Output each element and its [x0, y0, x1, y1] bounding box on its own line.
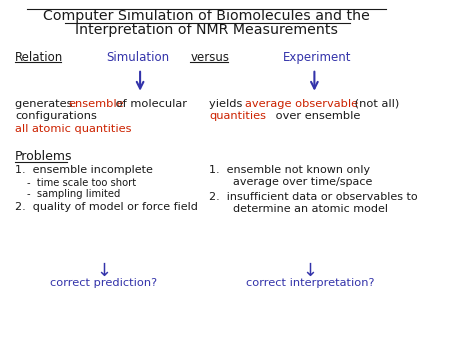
Text: Problems: Problems [15, 150, 72, 163]
Text: ensemble: ensemble [68, 99, 124, 108]
Text: correct interpretation?: correct interpretation? [246, 278, 374, 288]
Text: over ensemble: over ensemble [271, 112, 360, 121]
Text: -  time scale too short: - time scale too short [27, 178, 136, 188]
Text: 2.  quality of model or force field: 2. quality of model or force field [15, 202, 198, 212]
Text: quantities: quantities [209, 112, 266, 121]
Text: generates: generates [15, 99, 76, 108]
Text: all atomic quantities: all atomic quantities [15, 124, 131, 135]
Text: versus: versus [190, 51, 230, 64]
Text: correct prediction?: correct prediction? [50, 278, 157, 288]
Text: yields: yields [209, 99, 247, 108]
Text: of molecular: of molecular [112, 99, 187, 108]
Text: (not all): (not all) [351, 99, 399, 108]
Text: 2.  insufficient data or observables to: 2. insufficient data or observables to [209, 192, 418, 202]
Text: 1.  ensemble incomplete: 1. ensemble incomplete [15, 165, 153, 175]
Text: Interpretation of NMR Measurements: Interpretation of NMR Measurements [75, 23, 338, 37]
Text: Relation: Relation [15, 51, 63, 64]
Text: determine an atomic model: determine an atomic model [233, 204, 388, 214]
Text: Experiment: Experiment [283, 51, 351, 64]
Text: Simulation: Simulation [106, 51, 170, 64]
Text: average over time/space: average over time/space [233, 177, 373, 187]
Text: ↓: ↓ [96, 262, 111, 280]
Text: ↓: ↓ [302, 262, 317, 280]
Text: -  sampling limited: - sampling limited [27, 189, 120, 199]
Text: Computer Simulation of Biomolecules and the: Computer Simulation of Biomolecules and … [43, 9, 370, 23]
Text: configurations: configurations [15, 112, 97, 121]
Text: 1.  ensemble not known only: 1. ensemble not known only [209, 165, 371, 175]
Text: average observable: average observable [245, 99, 358, 108]
